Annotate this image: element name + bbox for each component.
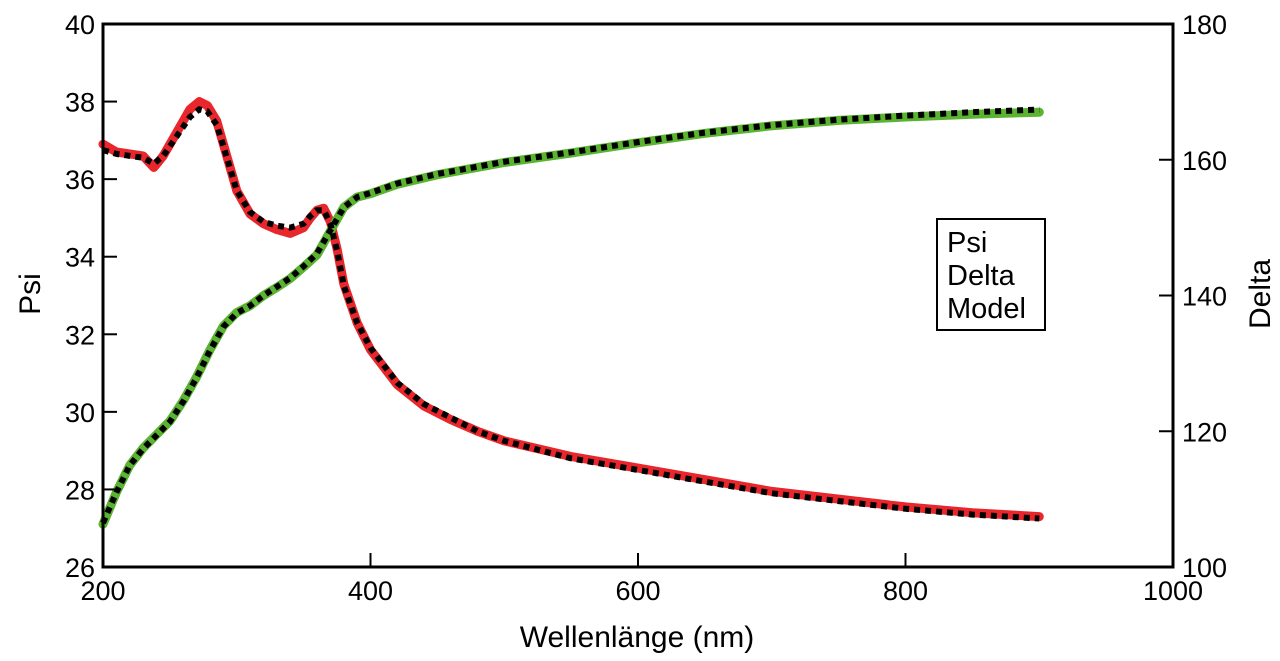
y-left-tick-label: 36 (65, 165, 95, 195)
series-layer (98, 97, 1044, 529)
y-right-tick-label: 160 (1182, 146, 1227, 176)
x-tick-label: 600 (615, 576, 660, 606)
y-left-tick-label: 26 (65, 553, 95, 583)
legend-item-psi: Psi (947, 227, 987, 259)
series-line-model-left (102, 106, 1040, 522)
y-right-tick-label: 180 (1182, 10, 1227, 40)
series-line-delta-right (98, 107, 1044, 529)
y-right-tick-label: 120 (1182, 417, 1227, 447)
series-line-model-right (100, 106, 1040, 525)
x-tick-label: 200 (80, 576, 125, 606)
legend-box (936, 218, 1046, 331)
y-left-tick-label: 30 (65, 398, 95, 428)
x-tick-label: 800 (883, 576, 928, 606)
legend-item-model: Model (947, 293, 1026, 325)
y-left-tick-label: 32 (65, 320, 95, 350)
legend-item-delta: Delta (947, 260, 1016, 292)
y-left-tick-label: 38 (65, 88, 95, 118)
y-left-tick-label: 34 (65, 243, 95, 273)
legend: Psi Delta Model (936, 218, 1046, 331)
y-right-axis-title: Delta (1244, 259, 1277, 329)
y-left-tick-label: 40 (65, 10, 95, 40)
y-left-tick-label: 28 (65, 475, 95, 505)
x-tick-label: 400 (348, 576, 393, 606)
y-right-tick-label: 140 (1182, 282, 1227, 312)
y-left-axis-title: Psi (14, 273, 47, 315)
x-tick-label: 1000 (1143, 576, 1203, 606)
y-right-tick-label: 100 (1182, 553, 1227, 583)
x-axis-title: Wellenlänge (nm) (520, 621, 755, 654)
ticks-layer (102, 23, 1174, 568)
labels-layer: 200 400 600 800 1000 26 28 30 32 34 36 38 40 100 120 14… (65, 10, 1227, 606)
